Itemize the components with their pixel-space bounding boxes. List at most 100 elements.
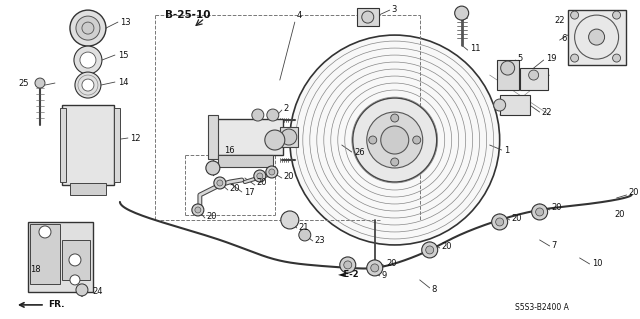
Bar [356, 8, 379, 26]
Text: 1: 1 [504, 145, 509, 154]
Bar [497, 60, 518, 90]
Bar [208, 115, 218, 159]
Text: 10: 10 [591, 259, 602, 268]
Circle shape [500, 61, 515, 75]
Circle shape [391, 158, 399, 166]
Circle shape [413, 136, 420, 144]
Text: 20: 20 [387, 259, 397, 268]
Circle shape [214, 177, 226, 189]
Circle shape [75, 72, 101, 98]
Text: 20: 20 [230, 184, 241, 194]
Text: 9: 9 [381, 271, 387, 280]
Circle shape [269, 169, 275, 175]
Circle shape [495, 218, 504, 226]
Text: 20: 20 [552, 204, 562, 212]
Circle shape [340, 257, 356, 273]
Bar [114, 108, 120, 182]
Circle shape [217, 180, 223, 186]
Circle shape [35, 78, 45, 88]
Text: 2: 2 [284, 104, 289, 113]
Circle shape [281, 211, 299, 229]
Bar [500, 95, 530, 115]
Circle shape [76, 16, 100, 40]
Circle shape [70, 275, 80, 285]
Circle shape [493, 99, 506, 111]
Bar [62, 105, 114, 185]
Circle shape [381, 126, 409, 154]
Circle shape [369, 136, 377, 144]
Circle shape [532, 204, 548, 220]
Circle shape [80, 52, 96, 68]
Circle shape [266, 166, 278, 178]
Text: 18: 18 [30, 265, 40, 274]
Circle shape [195, 207, 201, 213]
Bar [60, 108, 66, 182]
Text: 5: 5 [518, 54, 523, 63]
Text: FR.: FR. [48, 300, 65, 309]
Text: S5S3-B2400 A: S5S3-B2400 A [515, 303, 568, 312]
Text: 6: 6 [562, 33, 567, 42]
Text: 20: 20 [284, 173, 294, 182]
Circle shape [422, 242, 438, 258]
Bar [70, 183, 106, 195]
Text: 20: 20 [257, 179, 268, 188]
Circle shape [252, 109, 264, 121]
Circle shape [571, 54, 579, 62]
Text: 15: 15 [118, 51, 129, 60]
Circle shape [257, 173, 263, 179]
Circle shape [612, 11, 621, 19]
Circle shape [82, 22, 94, 34]
Text: 17: 17 [244, 189, 255, 197]
Text: 7: 7 [552, 241, 557, 250]
Text: ◄E-2: ◄E-2 [338, 271, 360, 279]
Text: 19: 19 [546, 54, 556, 63]
Text: B-25-10: B-25-10 [165, 10, 211, 20]
Text: 22: 22 [555, 16, 565, 25]
Circle shape [69, 254, 81, 266]
Circle shape [353, 98, 436, 182]
Text: 14: 14 [118, 78, 129, 86]
Bar [280, 127, 298, 147]
Text: 20: 20 [614, 211, 625, 219]
Text: 4: 4 [297, 11, 302, 19]
Circle shape [267, 109, 279, 121]
Bar [213, 119, 283, 155]
Circle shape [391, 114, 399, 122]
Circle shape [367, 260, 383, 276]
Bar [568, 10, 625, 65]
Circle shape [371, 264, 379, 272]
Circle shape [571, 11, 579, 19]
Circle shape [367, 112, 422, 168]
Bar [62, 240, 90, 280]
Circle shape [589, 29, 605, 45]
Bar [30, 224, 60, 284]
Circle shape [536, 208, 543, 216]
Text: 20: 20 [442, 242, 452, 251]
Circle shape [192, 204, 204, 216]
Circle shape [265, 130, 285, 150]
Circle shape [454, 6, 468, 20]
Circle shape [492, 214, 508, 230]
Circle shape [82, 79, 94, 91]
Text: 25: 25 [18, 78, 29, 87]
Text: 23: 23 [315, 236, 325, 245]
Text: 26: 26 [355, 147, 365, 157]
Circle shape [39, 226, 51, 238]
Circle shape [254, 170, 266, 182]
Text: 3: 3 [392, 4, 397, 14]
Text: 22: 22 [541, 108, 552, 116]
Circle shape [76, 284, 88, 296]
Bar [218, 155, 273, 167]
Circle shape [612, 54, 621, 62]
Circle shape [281, 129, 297, 145]
Circle shape [362, 11, 374, 23]
Circle shape [74, 46, 102, 74]
Text: 20: 20 [207, 212, 218, 221]
Circle shape [299, 229, 311, 241]
Circle shape [70, 10, 106, 46]
Text: 20: 20 [628, 189, 639, 197]
Circle shape [426, 246, 434, 254]
Circle shape [206, 161, 220, 175]
Text: 24: 24 [92, 287, 102, 296]
Bar [28, 222, 93, 292]
